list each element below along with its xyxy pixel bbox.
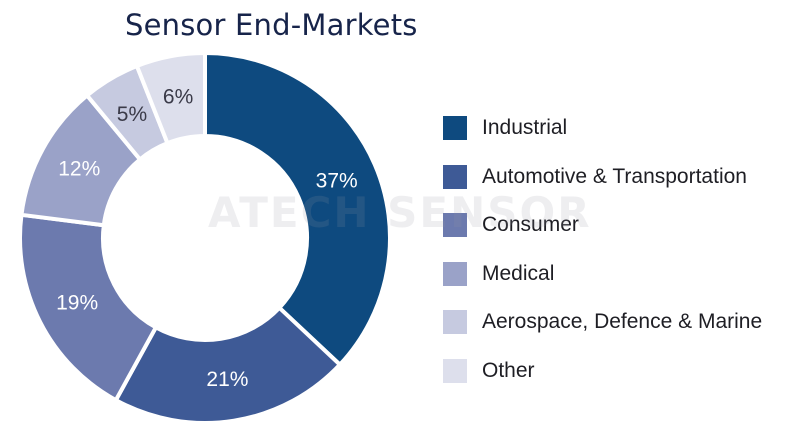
legend-label: Aerospace, Defence & Marine	[482, 310, 763, 334]
legend-item-3: Consumer	[443, 201, 762, 250]
slice-label-3: 19%	[56, 292, 98, 315]
slice-label-5: 5%	[117, 103, 147, 126]
donut-slice-6	[134, 51, 207, 146]
legend-item-1: Industrial	[443, 104, 762, 153]
legend-swatch	[443, 164, 467, 189]
legend-item-6: Other	[443, 347, 762, 396]
donut-slice-3	[18, 212, 158, 403]
legend-label: Automotive & Transportation	[482, 164, 747, 188]
legend-swatch	[443, 310, 467, 335]
donut-slice-2	[113, 305, 342, 425]
legend-item-4: Medical	[443, 250, 762, 299]
legend-label: Industrial	[482, 116, 568, 140]
slice-label-4: 12%	[58, 157, 100, 180]
legend-item-5: Aerospace, Defence & Marine	[443, 298, 762, 347]
legend-swatch	[443, 261, 467, 286]
slice-label-6: 6%	[163, 86, 193, 109]
legend-item-2: Automotive & Transportation	[443, 153, 762, 202]
legend-swatch	[443, 116, 467, 141]
slice-label-1: 37%	[316, 170, 358, 193]
legend-swatch	[443, 358, 467, 383]
chart-legend: Industrial Automotive & Transportation Con…	[443, 104, 762, 395]
donut-slice-1	[203, 51, 392, 367]
legend-label: Medical	[482, 261, 555, 285]
legend-label: Consumer	[482, 213, 579, 237]
chart-title: Sensor End-Markets	[125, 8, 418, 42]
legend-label: Other	[482, 358, 535, 382]
legend-swatch	[443, 213, 467, 238]
slice-label-2: 21%	[206, 368, 248, 391]
